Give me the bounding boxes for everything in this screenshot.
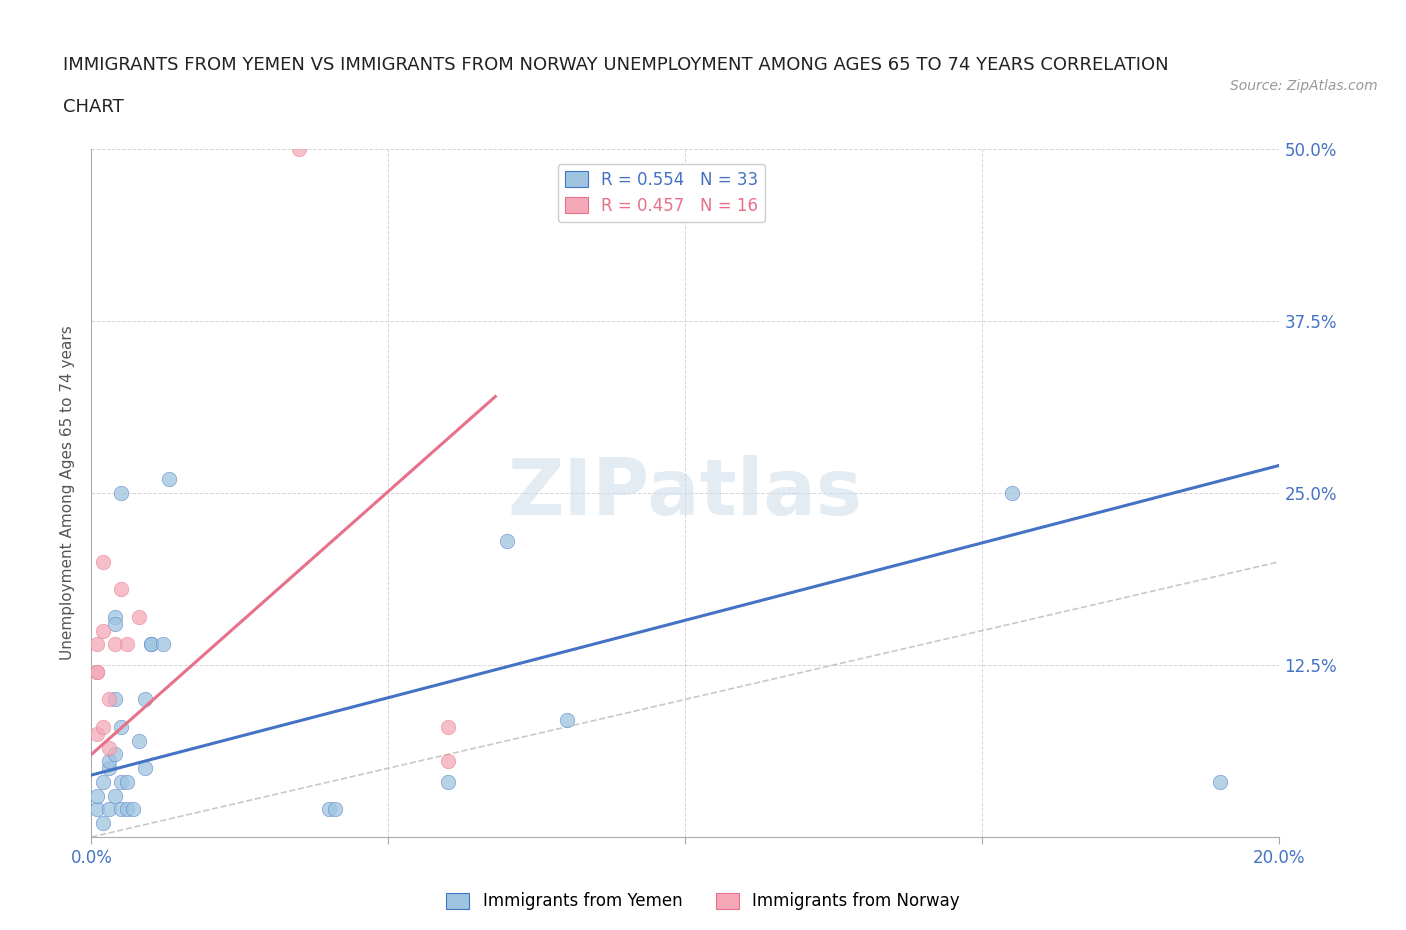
- Point: [318, 802, 340, 817]
- Point: [1209, 775, 1232, 790]
- Text: ZIPatlas: ZIPatlas: [508, 455, 863, 531]
- Text: IMMIGRANTS FROM YEMEN VS IMMIGRANTS FROM NORWAY UNEMPLOYMENT AMONG AGES 65 TO 74: IMMIGRANTS FROM YEMEN VS IMMIGRANTS FROM…: [63, 57, 1168, 74]
- Point: [436, 775, 458, 790]
- Point: [122, 802, 145, 817]
- Point: [91, 554, 114, 569]
- Point: [104, 692, 127, 707]
- Point: [139, 637, 162, 652]
- Point: [555, 712, 578, 727]
- Point: [86, 726, 108, 741]
- Point: [115, 802, 138, 817]
- Point: [436, 720, 458, 735]
- Point: [323, 802, 346, 817]
- Point: [110, 802, 132, 817]
- Point: [115, 637, 138, 652]
- Point: [157, 472, 180, 486]
- Point: [86, 637, 108, 652]
- Point: [104, 789, 127, 804]
- Point: [91, 816, 114, 830]
- Legend: R = 0.554   N = 33, R = 0.457   N = 16: R = 0.554 N = 33, R = 0.457 N = 16: [558, 164, 765, 221]
- Point: [91, 720, 114, 735]
- Legend: Immigrants from Yemen, Immigrants from Norway: Immigrants from Yemen, Immigrants from N…: [440, 885, 967, 917]
- Point: [128, 609, 150, 624]
- Point: [110, 582, 132, 597]
- Point: [98, 692, 121, 707]
- Point: [86, 802, 108, 817]
- Point: [98, 754, 121, 769]
- Point: [104, 617, 127, 631]
- Point: [288, 141, 311, 156]
- Point: [128, 733, 150, 748]
- Point: [110, 485, 132, 500]
- Point: [110, 775, 132, 790]
- Point: [86, 789, 108, 804]
- Point: [98, 761, 121, 776]
- Point: [496, 534, 519, 549]
- Text: Source: ZipAtlas.com: Source: ZipAtlas.com: [1230, 79, 1378, 93]
- Point: [436, 754, 458, 769]
- Point: [104, 609, 127, 624]
- Point: [91, 775, 114, 790]
- Point: [86, 664, 108, 679]
- Y-axis label: Unemployment Among Ages 65 to 74 years: Unemployment Among Ages 65 to 74 years: [60, 326, 76, 660]
- Point: [152, 637, 174, 652]
- Point: [91, 623, 114, 638]
- Point: [139, 637, 162, 652]
- Point: [1001, 485, 1024, 500]
- Point: [134, 761, 156, 776]
- Point: [115, 775, 138, 790]
- Point: [86, 664, 108, 679]
- Text: CHART: CHART: [63, 99, 124, 116]
- Point: [134, 692, 156, 707]
- Point: [98, 740, 121, 755]
- Point: [104, 637, 127, 652]
- Point: [98, 802, 121, 817]
- Point: [104, 747, 127, 762]
- Point: [110, 720, 132, 735]
